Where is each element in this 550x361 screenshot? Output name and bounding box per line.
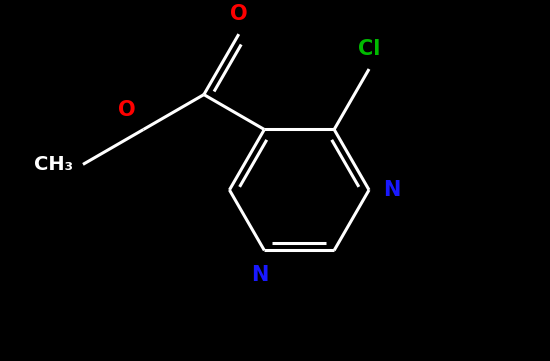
Text: N: N (251, 265, 268, 285)
Text: O: O (118, 100, 136, 120)
Text: O: O (230, 4, 248, 25)
Text: Cl: Cl (358, 39, 380, 59)
Text: N: N (383, 180, 401, 200)
Text: CH₃: CH₃ (34, 155, 73, 174)
